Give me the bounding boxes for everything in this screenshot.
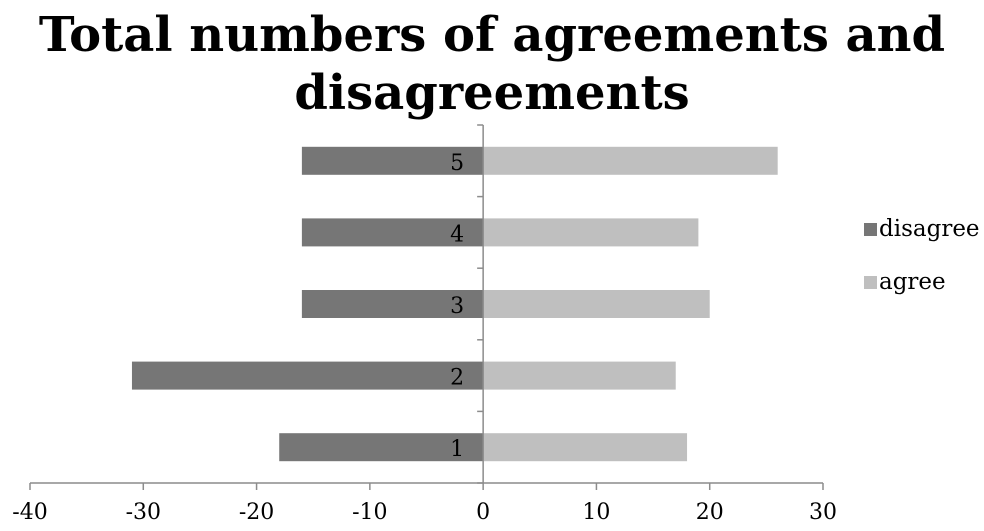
x-tick-label--10: -10 bbox=[352, 500, 387, 525]
category-label-3: 3 bbox=[450, 294, 464, 319]
category-label-2: 2 bbox=[450, 366, 464, 391]
chart-title-line-2: disagreements bbox=[294, 65, 690, 121]
bar-disagree-3 bbox=[301, 290, 484, 318]
x-tick-labels-group: -40 -30 -20 -10 0 10 20 30 bbox=[12, 500, 837, 525]
category-label-5: 5 bbox=[450, 151, 464, 176]
bar-disagree-4 bbox=[301, 218, 484, 247]
category-label-4: 4 bbox=[450, 222, 464, 247]
x-tick-label-10: 10 bbox=[582, 500, 610, 525]
legend-swatch-disagree bbox=[864, 223, 877, 236]
legend: disagree agree bbox=[864, 216, 980, 295]
bar-disagree-2 bbox=[131, 361, 484, 390]
chart-title: Total numbers of agreements and disagree… bbox=[0, 6, 984, 122]
legend-swatch-agree bbox=[864, 276, 877, 289]
bar-disagree-5 bbox=[301, 146, 484, 175]
bar-agree-2 bbox=[483, 361, 676, 390]
x-tick-label--20: -20 bbox=[239, 500, 274, 525]
bar-disagree-1 bbox=[279, 433, 484, 462]
bar-agree-5 bbox=[483, 146, 778, 175]
bar-agree-4 bbox=[483, 218, 699, 247]
category-labels-group: 1 2 3 4 5 bbox=[450, 151, 464, 462]
legend-label-disagree: disagree bbox=[879, 216, 980, 242]
category-label-1: 1 bbox=[450, 437, 464, 462]
x-tick-label--40: -40 bbox=[12, 500, 47, 525]
x-tick-label-0: 0 bbox=[476, 500, 490, 525]
chart-title-line-1: Total numbers of agreements and bbox=[38, 7, 946, 63]
bar-agree-1 bbox=[483, 433, 688, 462]
x-tick-label-30: 30 bbox=[809, 500, 837, 525]
x-tick-label--30: -30 bbox=[126, 500, 161, 525]
bars-group bbox=[131, 146, 778, 462]
x-tick-label-20: 20 bbox=[696, 500, 724, 525]
bar-agree-3 bbox=[483, 290, 710, 318]
axes-group bbox=[29, 124, 824, 490]
legend-label-agree: agree bbox=[879, 269, 946, 295]
